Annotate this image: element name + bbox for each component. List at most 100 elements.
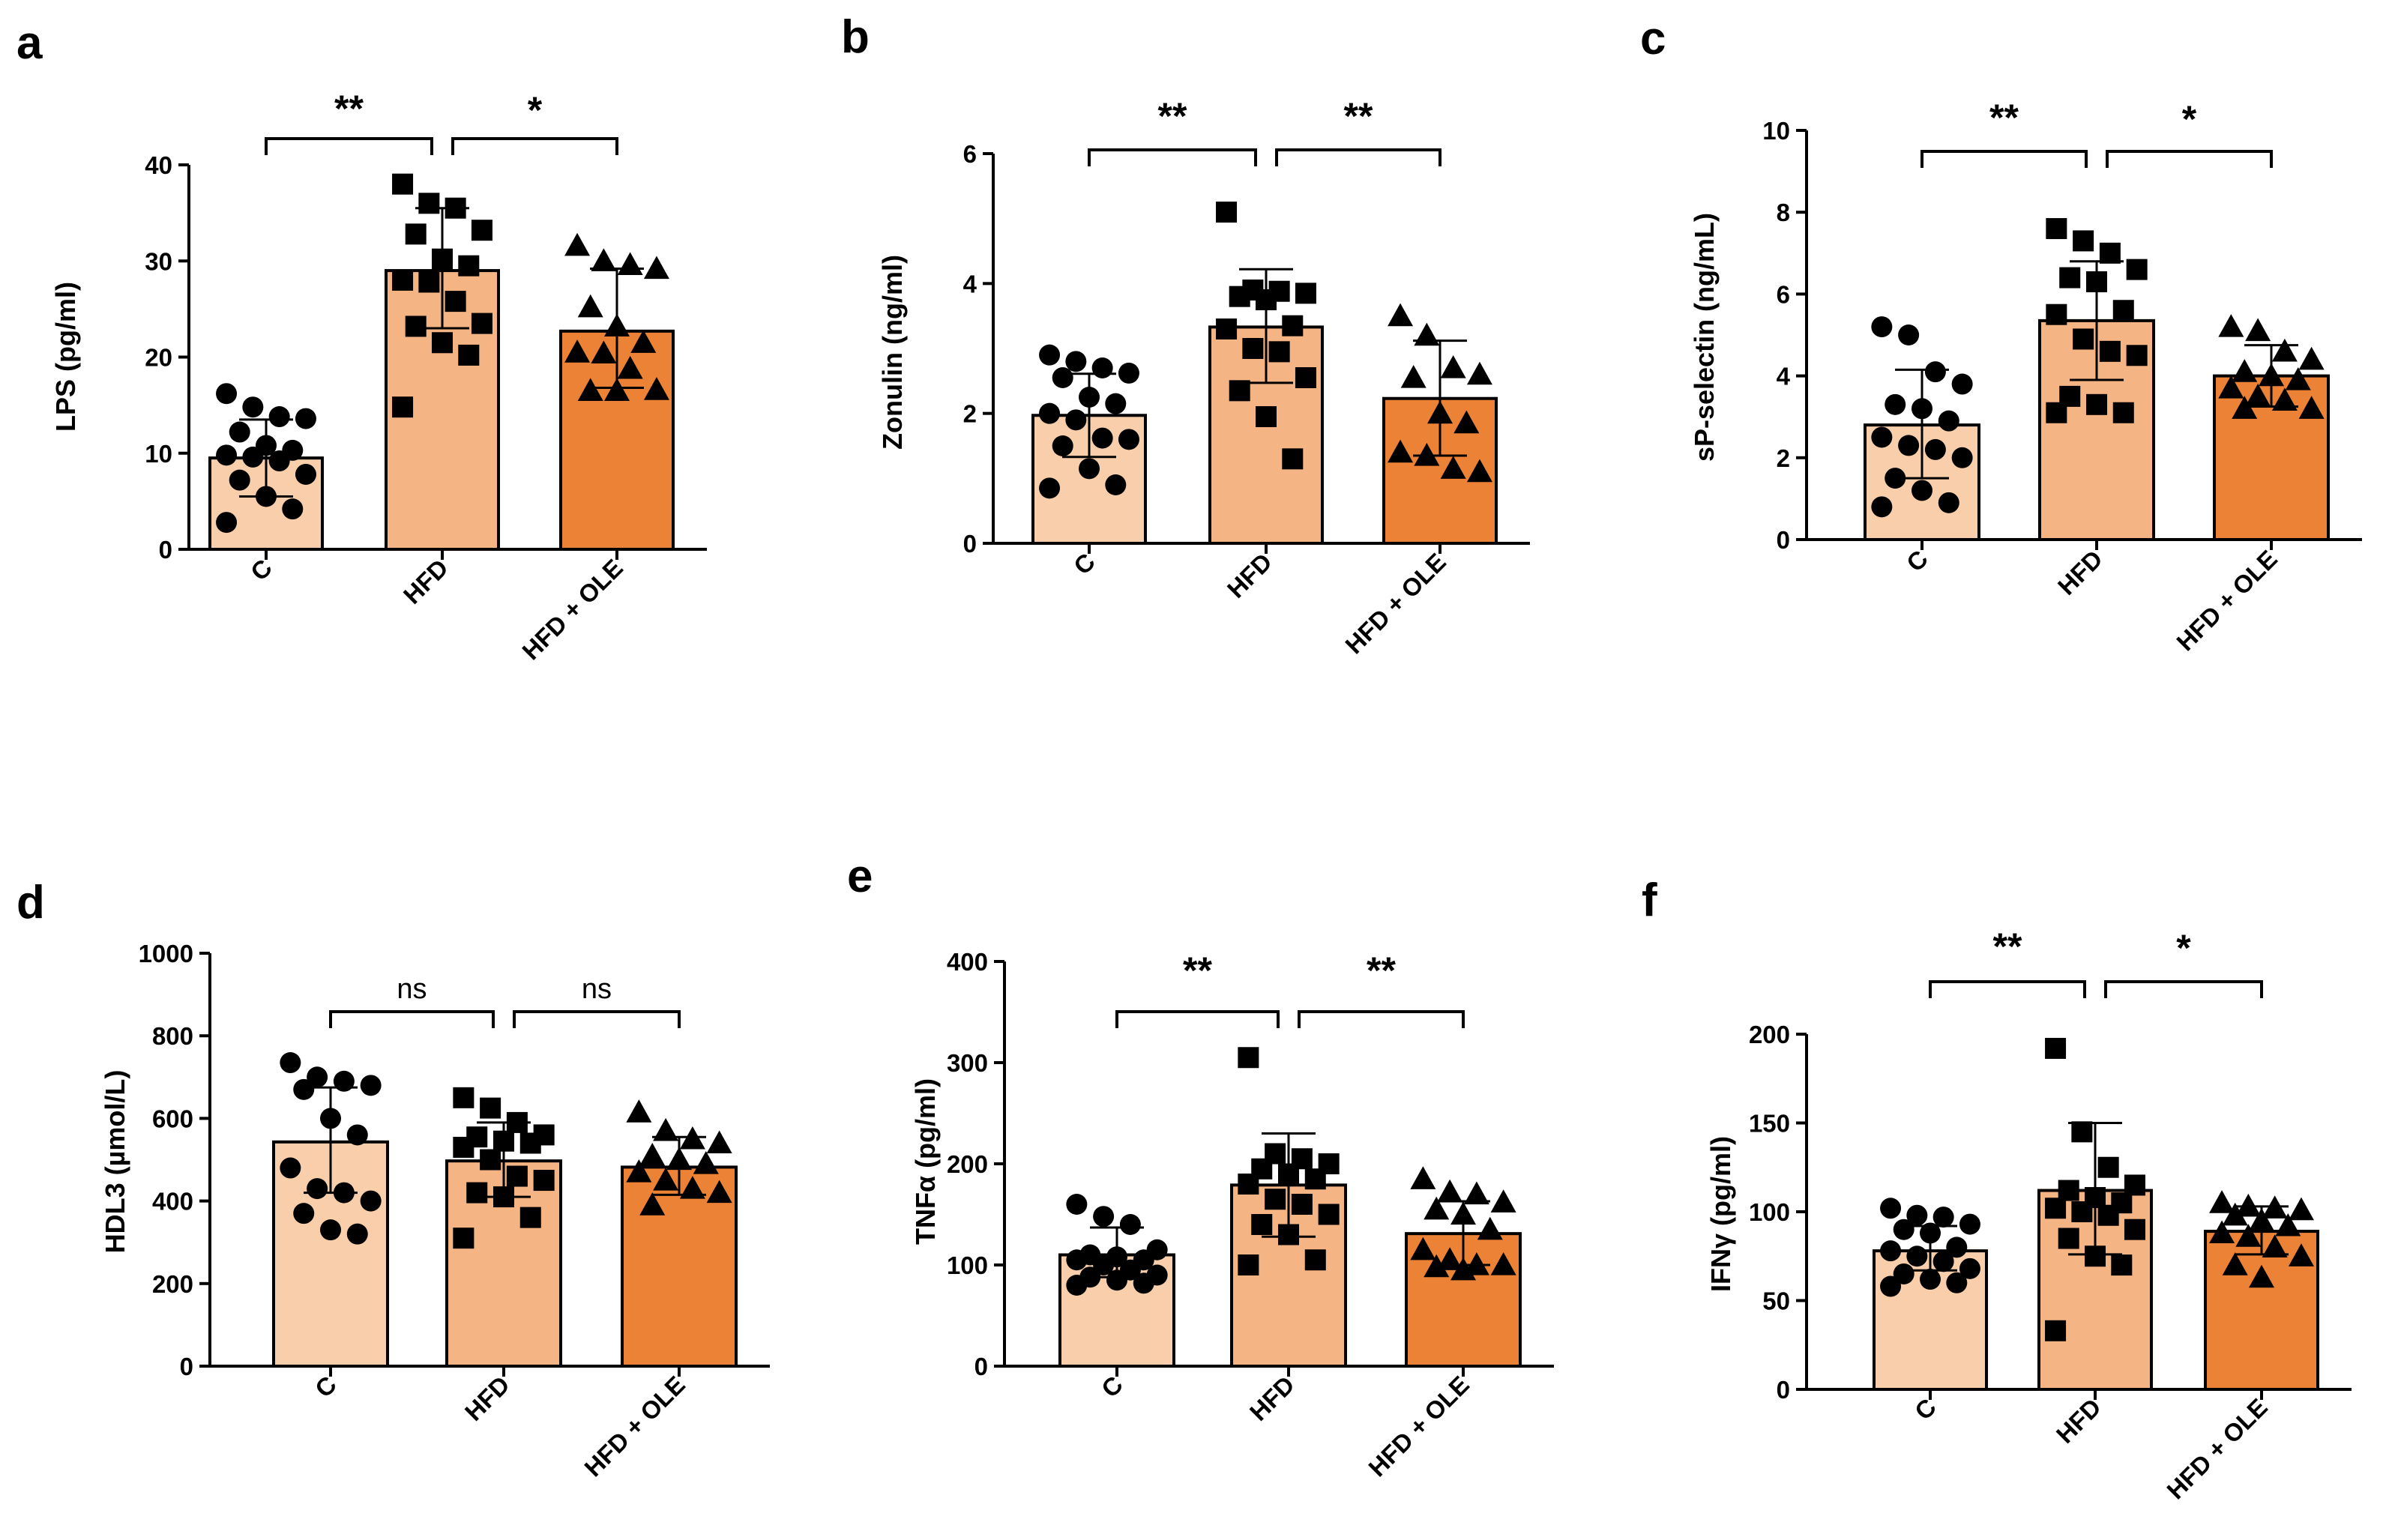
data-point <box>604 378 630 401</box>
y-tick-label: 0 <box>963 530 977 558</box>
data-point <box>1039 402 1061 424</box>
data-point <box>1463 1181 1489 1205</box>
data-point <box>1932 1251 1954 1272</box>
y-tick-label: 10 <box>145 440 172 468</box>
data-point <box>1871 496 1893 518</box>
y-tick-label: 100 <box>947 1251 988 1279</box>
y-axis-label: Zonulin (ng/ml) <box>877 255 908 450</box>
data-point <box>1440 355 1466 378</box>
category-label: HFD <box>2051 1393 2106 1449</box>
y-tick-label: 0 <box>159 536 172 564</box>
data-point <box>643 256 669 280</box>
category-label: C <box>1068 548 1100 580</box>
data-point <box>1893 1219 1915 1240</box>
data-point <box>2222 1202 2248 1226</box>
data-point <box>320 1219 341 1241</box>
y-tick-label: 8 <box>1777 199 1790 226</box>
category-label: HFD + OLE <box>1340 548 1451 659</box>
data-point <box>643 377 669 400</box>
data-point <box>1920 1269 1941 1290</box>
data-point <box>1105 393 1127 414</box>
y-tick-label: 6 <box>963 140 977 168</box>
data-point <box>405 223 427 245</box>
data-point <box>1039 477 1061 499</box>
y-tick-label: 50 <box>1762 1287 1790 1315</box>
y-tick-label: 0 <box>974 1353 988 1380</box>
data-point <box>1093 1206 1115 1228</box>
data-point <box>268 450 290 472</box>
significance-label: * <box>528 89 543 131</box>
data-point <box>1282 315 1304 336</box>
data-point <box>2126 259 2148 280</box>
data-point <box>653 1168 679 1191</box>
panel-letter: f <box>1642 875 1657 926</box>
data-point <box>2045 1320 2067 1341</box>
data-point <box>1880 1198 1902 1219</box>
panel-letter: c <box>1640 13 1666 64</box>
significance-bracket <box>329 1010 495 1028</box>
data-point <box>2222 1252 2248 1275</box>
category-label: HFD <box>1222 548 1277 603</box>
data-point <box>2271 338 2298 362</box>
y-tick-label: 200 <box>152 1270 193 1298</box>
category-label: C <box>310 1371 342 1403</box>
significance-bracket <box>265 137 433 155</box>
data-point <box>617 355 643 379</box>
data-point <box>1282 448 1304 470</box>
data-point <box>458 255 480 277</box>
data-point <box>2059 267 2081 289</box>
data-point <box>639 1192 666 1216</box>
category-label: C <box>245 554 277 586</box>
data-point <box>591 340 617 363</box>
data-point <box>1906 1204 1928 1226</box>
data-point <box>480 1097 501 1119</box>
data-point <box>2232 359 2258 382</box>
data-point <box>2126 345 2148 366</box>
data-point <box>2249 1264 2274 1288</box>
data-point <box>2046 402 2067 423</box>
data-point <box>1898 324 1920 345</box>
data-point <box>1093 1254 1115 1275</box>
data-point <box>2099 340 2121 362</box>
y-tick-label: 40 <box>145 151 172 179</box>
data-point <box>1946 1236 1968 1258</box>
y-tick-label: 400 <box>152 1188 193 1216</box>
y-tick-label: 2 <box>963 400 977 428</box>
category-label: C <box>1909 1393 1941 1425</box>
data-point <box>471 312 492 334</box>
data-point <box>1463 1252 1489 1275</box>
panel-letter: e <box>847 851 873 902</box>
data-point <box>2097 1156 2119 1178</box>
data-point <box>268 406 290 428</box>
data-point <box>506 1165 528 1187</box>
data-point <box>1959 1213 1980 1235</box>
data-point <box>1066 1249 1088 1271</box>
y-tick-label: 4 <box>1777 363 1791 390</box>
data-point <box>2073 328 2094 350</box>
category-label: HFD + OLE <box>516 554 628 665</box>
data-point <box>1880 1240 1902 1262</box>
y-tick-label: 100 <box>1749 1198 1790 1226</box>
category-label: HFD + OLE <box>2161 1393 2273 1505</box>
data-point <box>295 408 316 429</box>
data-point <box>1119 1214 1141 1235</box>
y-axis-label: HDL3 (µmol/L) <box>100 1070 130 1254</box>
data-point <box>346 1124 368 1146</box>
data-point <box>1229 286 1250 307</box>
significance-bracket <box>1115 1010 1280 1028</box>
data-point <box>280 1052 301 1074</box>
data-point <box>1291 1194 1313 1215</box>
data-point <box>1410 1166 1436 1189</box>
data-point <box>1388 303 1414 327</box>
y-tick-label: 0 <box>180 1353 193 1380</box>
y-tick-label: 4 <box>963 270 977 298</box>
significance-bracket <box>2106 150 2273 168</box>
y-tick-label: 150 <box>1749 1110 1790 1138</box>
significance-label: * <box>2176 927 2191 969</box>
data-point <box>630 330 657 353</box>
data-point <box>1216 318 1238 339</box>
data-point <box>2058 1228 2079 1249</box>
data-point <box>466 1182 488 1204</box>
data-point <box>2288 1243 2314 1266</box>
data-point <box>706 1130 732 1154</box>
